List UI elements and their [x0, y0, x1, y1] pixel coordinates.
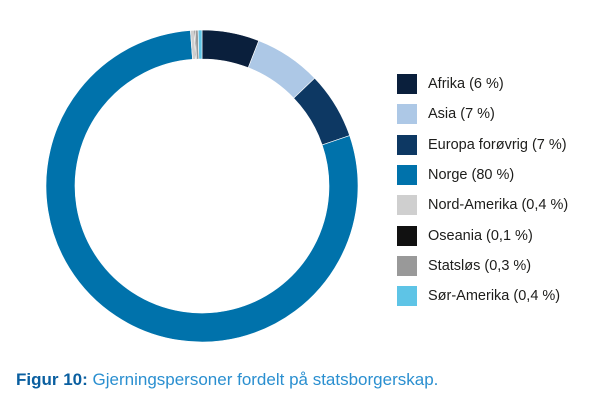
- caption-text: Gjerningspersoner fordelt på statsborger…: [87, 370, 439, 389]
- legend-swatch: [397, 286, 417, 307]
- donut-chart: [45, 29, 359, 343]
- legend-swatch: [397, 165, 417, 186]
- legend-swatch: [397, 74, 417, 95]
- legend-label: Afrika (6 %): [428, 76, 504, 93]
- figure-caption: Figur 10: Gjerningspersoner fordelt på s…: [16, 370, 438, 390]
- caption-label: Figur 10:: [16, 370, 88, 389]
- slice-s-r-amerika: [197, 29, 203, 60]
- legend-item: Nord-Amerika (0,4 %): [397, 190, 607, 220]
- chart-legend: Afrika (6 %) Asia (7 %) Europa forøvrig (7…: [397, 69, 607, 311]
- legend-label: Statsløs (0,3 %): [428, 257, 532, 274]
- legend-label: Europa forøvrig (7 %): [428, 136, 567, 153]
- legend-label: Oseania (0,1 %): [428, 227, 533, 244]
- legend-swatch: [397, 195, 417, 216]
- legend-swatch: [397, 225, 417, 246]
- legend-item: Afrika (6 %): [397, 69, 607, 99]
- legend-label: Sør-Amerika (0,4 %): [428, 288, 561, 305]
- legend-swatch: [397, 104, 417, 125]
- legend-item: Asia (7 %): [397, 99, 607, 129]
- legend-item: Europa forøvrig (7 %): [397, 130, 607, 160]
- legend-label: Norge (80 %): [428, 167, 515, 184]
- legend-item: Statsløs (0,3 %): [397, 251, 607, 281]
- legend-item: Oseania (0,1 %): [397, 220, 607, 250]
- legend-swatch: [397, 255, 417, 276]
- legend-item: Norge (80 %): [397, 160, 607, 190]
- legend-label: Asia (7 %): [428, 106, 495, 123]
- slice-norge: [45, 30, 359, 343]
- legend-label: Nord-Amerika (0,4 %): [428, 197, 569, 214]
- legend-item: Sør-Amerika (0,4 %): [397, 281, 607, 311]
- legend-swatch: [397, 134, 417, 155]
